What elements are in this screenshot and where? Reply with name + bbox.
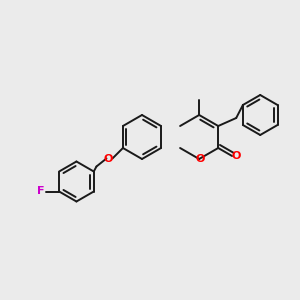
Text: O: O — [231, 151, 241, 161]
Text: O: O — [104, 154, 113, 164]
Text: O: O — [196, 154, 205, 164]
Text: F: F — [38, 187, 45, 196]
